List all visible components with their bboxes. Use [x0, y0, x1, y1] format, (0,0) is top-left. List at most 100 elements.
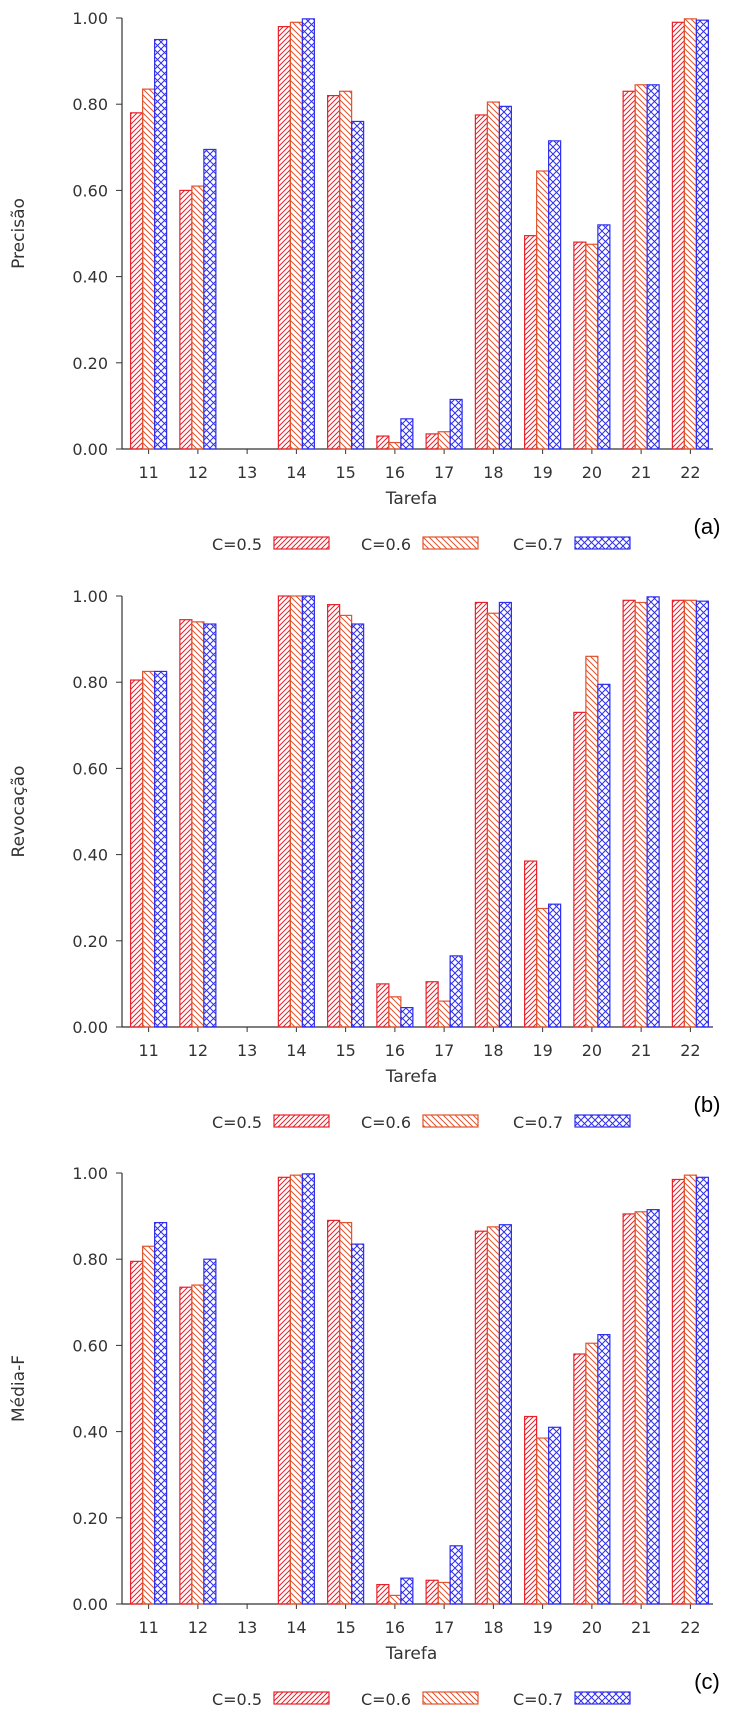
bar-c07-14	[301, 1173, 315, 1605]
x-tick-label: 21	[631, 1041, 651, 1060]
bar-c06-19	[536, 1437, 550, 1605]
y-tick-label: 0.00	[72, 440, 108, 459]
legend-swatch-c06	[422, 536, 479, 550]
bar-c05-12	[179, 1286, 193, 1605]
y-tick-label: 1.00	[72, 9, 108, 28]
bar-c06-15	[339, 90, 353, 450]
legend-label-c06: C=0.6	[361, 1113, 411, 1132]
bar-c05-21	[622, 599, 636, 1028]
bar-c06-11	[142, 1245, 156, 1605]
bar-c06-20	[585, 655, 599, 1028]
bar-c07-18	[498, 1224, 512, 1605]
bar-c05-20	[573, 711, 587, 1028]
x-axis-title: Tarefa	[385, 1644, 437, 1664]
legend-swatch-c07	[574, 536, 631, 550]
bar-c06-18	[486, 1226, 500, 1605]
x-tick-label: 19	[532, 463, 552, 482]
x-tick-label: 22	[680, 463, 700, 482]
bar-c05-11	[130, 679, 144, 1028]
bar-c07-22	[695, 1176, 709, 1605]
x-tick-label: 14	[286, 463, 306, 482]
bar-c05-21	[622, 90, 636, 450]
legend-swatch-c06	[422, 1691, 479, 1705]
bar-c07-18	[498, 105, 512, 450]
x-tick-label: 16	[385, 463, 405, 482]
bar-c06-16	[388, 441, 402, 450]
bar-c06-21	[634, 84, 648, 450]
x-axis-title: Tarefa	[385, 1067, 437, 1087]
y-tick-label: 0.00	[72, 1018, 108, 1037]
bar-c05-20	[573, 1353, 587, 1605]
x-tick-label: 15	[335, 1618, 355, 1637]
bar-c05-12	[179, 189, 193, 450]
x-tick-label: 12	[188, 1618, 208, 1637]
x-tick-label: 16	[385, 1618, 405, 1637]
bar-c05-18	[474, 1230, 488, 1605]
x-tick-label: 16	[385, 1041, 405, 1060]
legend-label-c05: C=0.5	[212, 1690, 262, 1709]
bar-c06-12	[191, 621, 205, 1028]
x-tick-label: 17	[434, 1041, 454, 1060]
bar-c07-22	[695, 19, 709, 450]
y-tick-label: 0.40	[72, 268, 108, 287]
y-tick-label: 0.60	[72, 759, 108, 778]
bar-c05-14	[277, 595, 291, 1028]
x-tick-label: 11	[138, 1041, 158, 1060]
bar-c05-15	[327, 94, 341, 450]
panel-tag: (b)	[694, 1092, 721, 1117]
bar-c06-16	[388, 1594, 402, 1605]
x-tick-label: 13	[237, 1041, 257, 1060]
x-tick-label: 20	[582, 463, 602, 482]
bar-c06-14	[289, 1174, 303, 1605]
bar-c07-19	[548, 903, 562, 1028]
legend-label-c05: C=0.5	[212, 535, 262, 554]
x-tick-label: 18	[483, 1618, 503, 1637]
legend-swatch-c05	[273, 1114, 330, 1128]
bar-c06-22	[683, 1174, 697, 1605]
bar-c07-17	[449, 1545, 463, 1605]
y-tick-label: 0.80	[72, 95, 108, 114]
bar-c07-11	[154, 1221, 168, 1605]
bar-c07-15	[351, 120, 365, 450]
bar-c05-22	[671, 1178, 685, 1605]
bar-c05-12	[179, 619, 193, 1028]
x-tick-label: 17	[434, 1618, 454, 1637]
bar-c07-12	[203, 623, 217, 1028]
x-tick-label: 18	[483, 463, 503, 482]
bar-c07-20	[597, 683, 611, 1028]
bar-c06-21	[634, 1211, 648, 1605]
legend-label-c07: C=0.7	[513, 1113, 563, 1132]
x-tick-label: 12	[188, 463, 208, 482]
bar-c05-22	[671, 21, 685, 450]
y-tick-label: 0.00	[72, 1595, 108, 1614]
bar-c07-11	[154, 670, 168, 1028]
legend-label-c05: C=0.5	[212, 1113, 262, 1132]
bar-c07-16	[400, 1007, 414, 1028]
x-tick-label: 19	[532, 1041, 552, 1060]
bar-c06-15	[339, 1221, 353, 1605]
y-tick-label: 0.60	[72, 181, 108, 200]
x-axis-title: Tarefa	[385, 489, 437, 509]
y-tick-label: 0.40	[72, 846, 108, 865]
legend-label-c06: C=0.6	[361, 1690, 411, 1709]
bar-c05-21	[622, 1213, 636, 1605]
chart-panel-2: 0.00 0.20 0.40 0.60 0.80 1.00 11 12 13 14 15 16 17 18…	[9, 1164, 720, 1709]
legend-swatch-c07	[574, 1114, 631, 1128]
bar-c06-22	[683, 599, 697, 1028]
bar-c07-18	[498, 601, 512, 1028]
bar-c06-12	[191, 1284, 205, 1605]
x-tick-label: 14	[286, 1618, 306, 1637]
bar-c06-17	[437, 1581, 451, 1605]
bar-c06-22	[683, 18, 697, 450]
x-tick-label: 13	[237, 463, 257, 482]
bar-c06-18	[486, 101, 500, 450]
bar-c05-20	[573, 241, 587, 450]
chart-panel-1: 0.00 0.20 0.40 0.60 0.80 1.00 11 12 13 14 15 16 17 18…	[9, 587, 720, 1132]
x-tick-label: 13	[237, 1618, 257, 1637]
bar-c07-20	[597, 1334, 611, 1605]
x-tick-label: 15	[335, 1041, 355, 1060]
bar-c06-20	[585, 243, 599, 450]
y-tick-label: 0.40	[72, 1423, 108, 1442]
bar-c05-15	[327, 1219, 341, 1605]
